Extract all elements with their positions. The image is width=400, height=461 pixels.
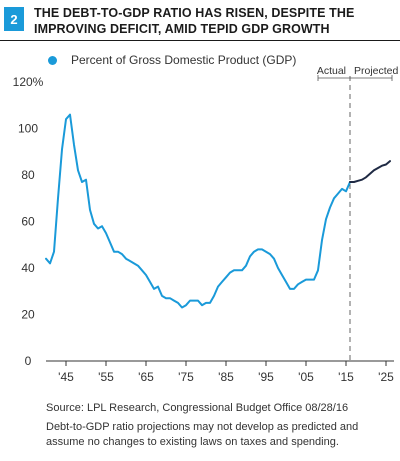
- actual-debt-line: [45, 113, 351, 309]
- chart-title-line-1: The Debt-to-GDP Ratio Has Risen, Despite…: [34, 6, 355, 20]
- y-tick-label: 20: [21, 308, 35, 322]
- disclaimer-note: Debt-to-GDP ratio projections may not de…: [46, 421, 359, 448]
- y-tick-label: 0: [25, 354, 32, 368]
- x-tick-label: '45: [58, 370, 74, 384]
- chart-title-line-2: Improving Deficit, Amid Tepid GDP Growth: [34, 22, 330, 36]
- x-tick-label: '25: [378, 370, 394, 384]
- chart-legend: Percent of Gross Domestic Product (GDP): [48, 53, 296, 67]
- y-tick-label: 60: [21, 215, 35, 229]
- figure-number-badge: 2: [4, 7, 24, 31]
- projected-debt-line: [349, 160, 391, 183]
- y-tick-label: 80: [21, 168, 35, 182]
- actual-period-label: Actual: [317, 65, 346, 77]
- x-tick-label: '75: [178, 370, 194, 384]
- y-tick-label: 100: [18, 122, 38, 136]
- x-tick-label: '55: [98, 370, 114, 384]
- x-tick-label: '95: [258, 370, 274, 384]
- x-tick-label: '05: [298, 370, 314, 384]
- y-tick-label: 120%: [13, 75, 44, 89]
- debt-to-gdp-chart: 0 20 40 60 80 100 120% '45 '55 '65 '75 '85 '95 '05 '15…: [13, 65, 399, 384]
- legend-label: Percent of Gross Domestic Product (GDP): [71, 53, 297, 67]
- chart-title: The Debt-to-GDP Ratio Has Risen, Despite…: [34, 5, 384, 37]
- title-divider: [0, 40, 400, 41]
- y-tick-label: 40: [21, 261, 35, 275]
- projected-period-label: Projected: [354, 65, 399, 77]
- chart-header: 2 The Debt-to-GDP Ratio Has Risen, Despi…: [2, 4, 398, 40]
- x-tick-label: '65: [138, 370, 154, 384]
- source-note: Source: LPL Research, Congressional Budg…: [46, 402, 349, 414]
- legend-marker: [48, 55, 57, 65]
- x-tick-label: '85: [218, 370, 234, 384]
- x-tick-label: '15: [338, 370, 354, 384]
